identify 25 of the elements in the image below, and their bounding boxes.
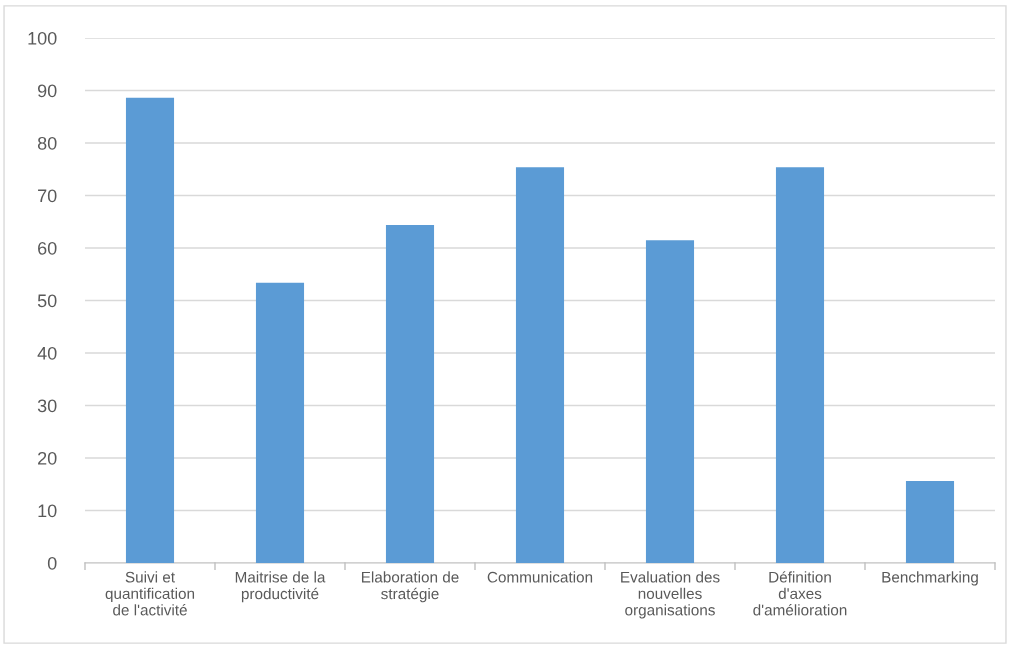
bar: [905, 481, 955, 563]
bar: [775, 167, 825, 563]
y-tick-label: 60: [38, 241, 57, 255]
x-tick-label: Elaboration de stratégie: [361, 571, 459, 603]
x-tick-label: Définition d'axes d'amélioration: [753, 571, 847, 616]
bar: [645, 240, 695, 563]
bar: [515, 167, 565, 563]
y-tick-label: 30: [37, 399, 57, 413]
y-tick-label: 20: [38, 451, 57, 465]
y-tick-label: 90: [37, 84, 57, 98]
bar: [255, 282, 305, 563]
y-tick-label: 10: [38, 504, 57, 518]
y-tick-label: 80: [37, 136, 57, 150]
y-tick-label: 70: [38, 189, 57, 203]
x-tick-label: Benchmarking: [882, 571, 978, 586]
y-tick-label: 50: [37, 294, 57, 308]
y-tick-label: 40: [37, 346, 57, 360]
bar: [125, 97, 175, 563]
y-tick-label: 0: [47, 556, 57, 570]
x-tick-label: Maitrise de la productivité: [235, 571, 326, 603]
y-tick-label: 100: [28, 31, 57, 45]
x-tick-label: Suivi et quantification de l'activité: [105, 571, 195, 616]
bar: [385, 224, 435, 563]
x-tick-label: Evaluation des nouvelles organisations: [621, 571, 720, 619]
x-tick-label: Communication: [487, 571, 593, 583]
